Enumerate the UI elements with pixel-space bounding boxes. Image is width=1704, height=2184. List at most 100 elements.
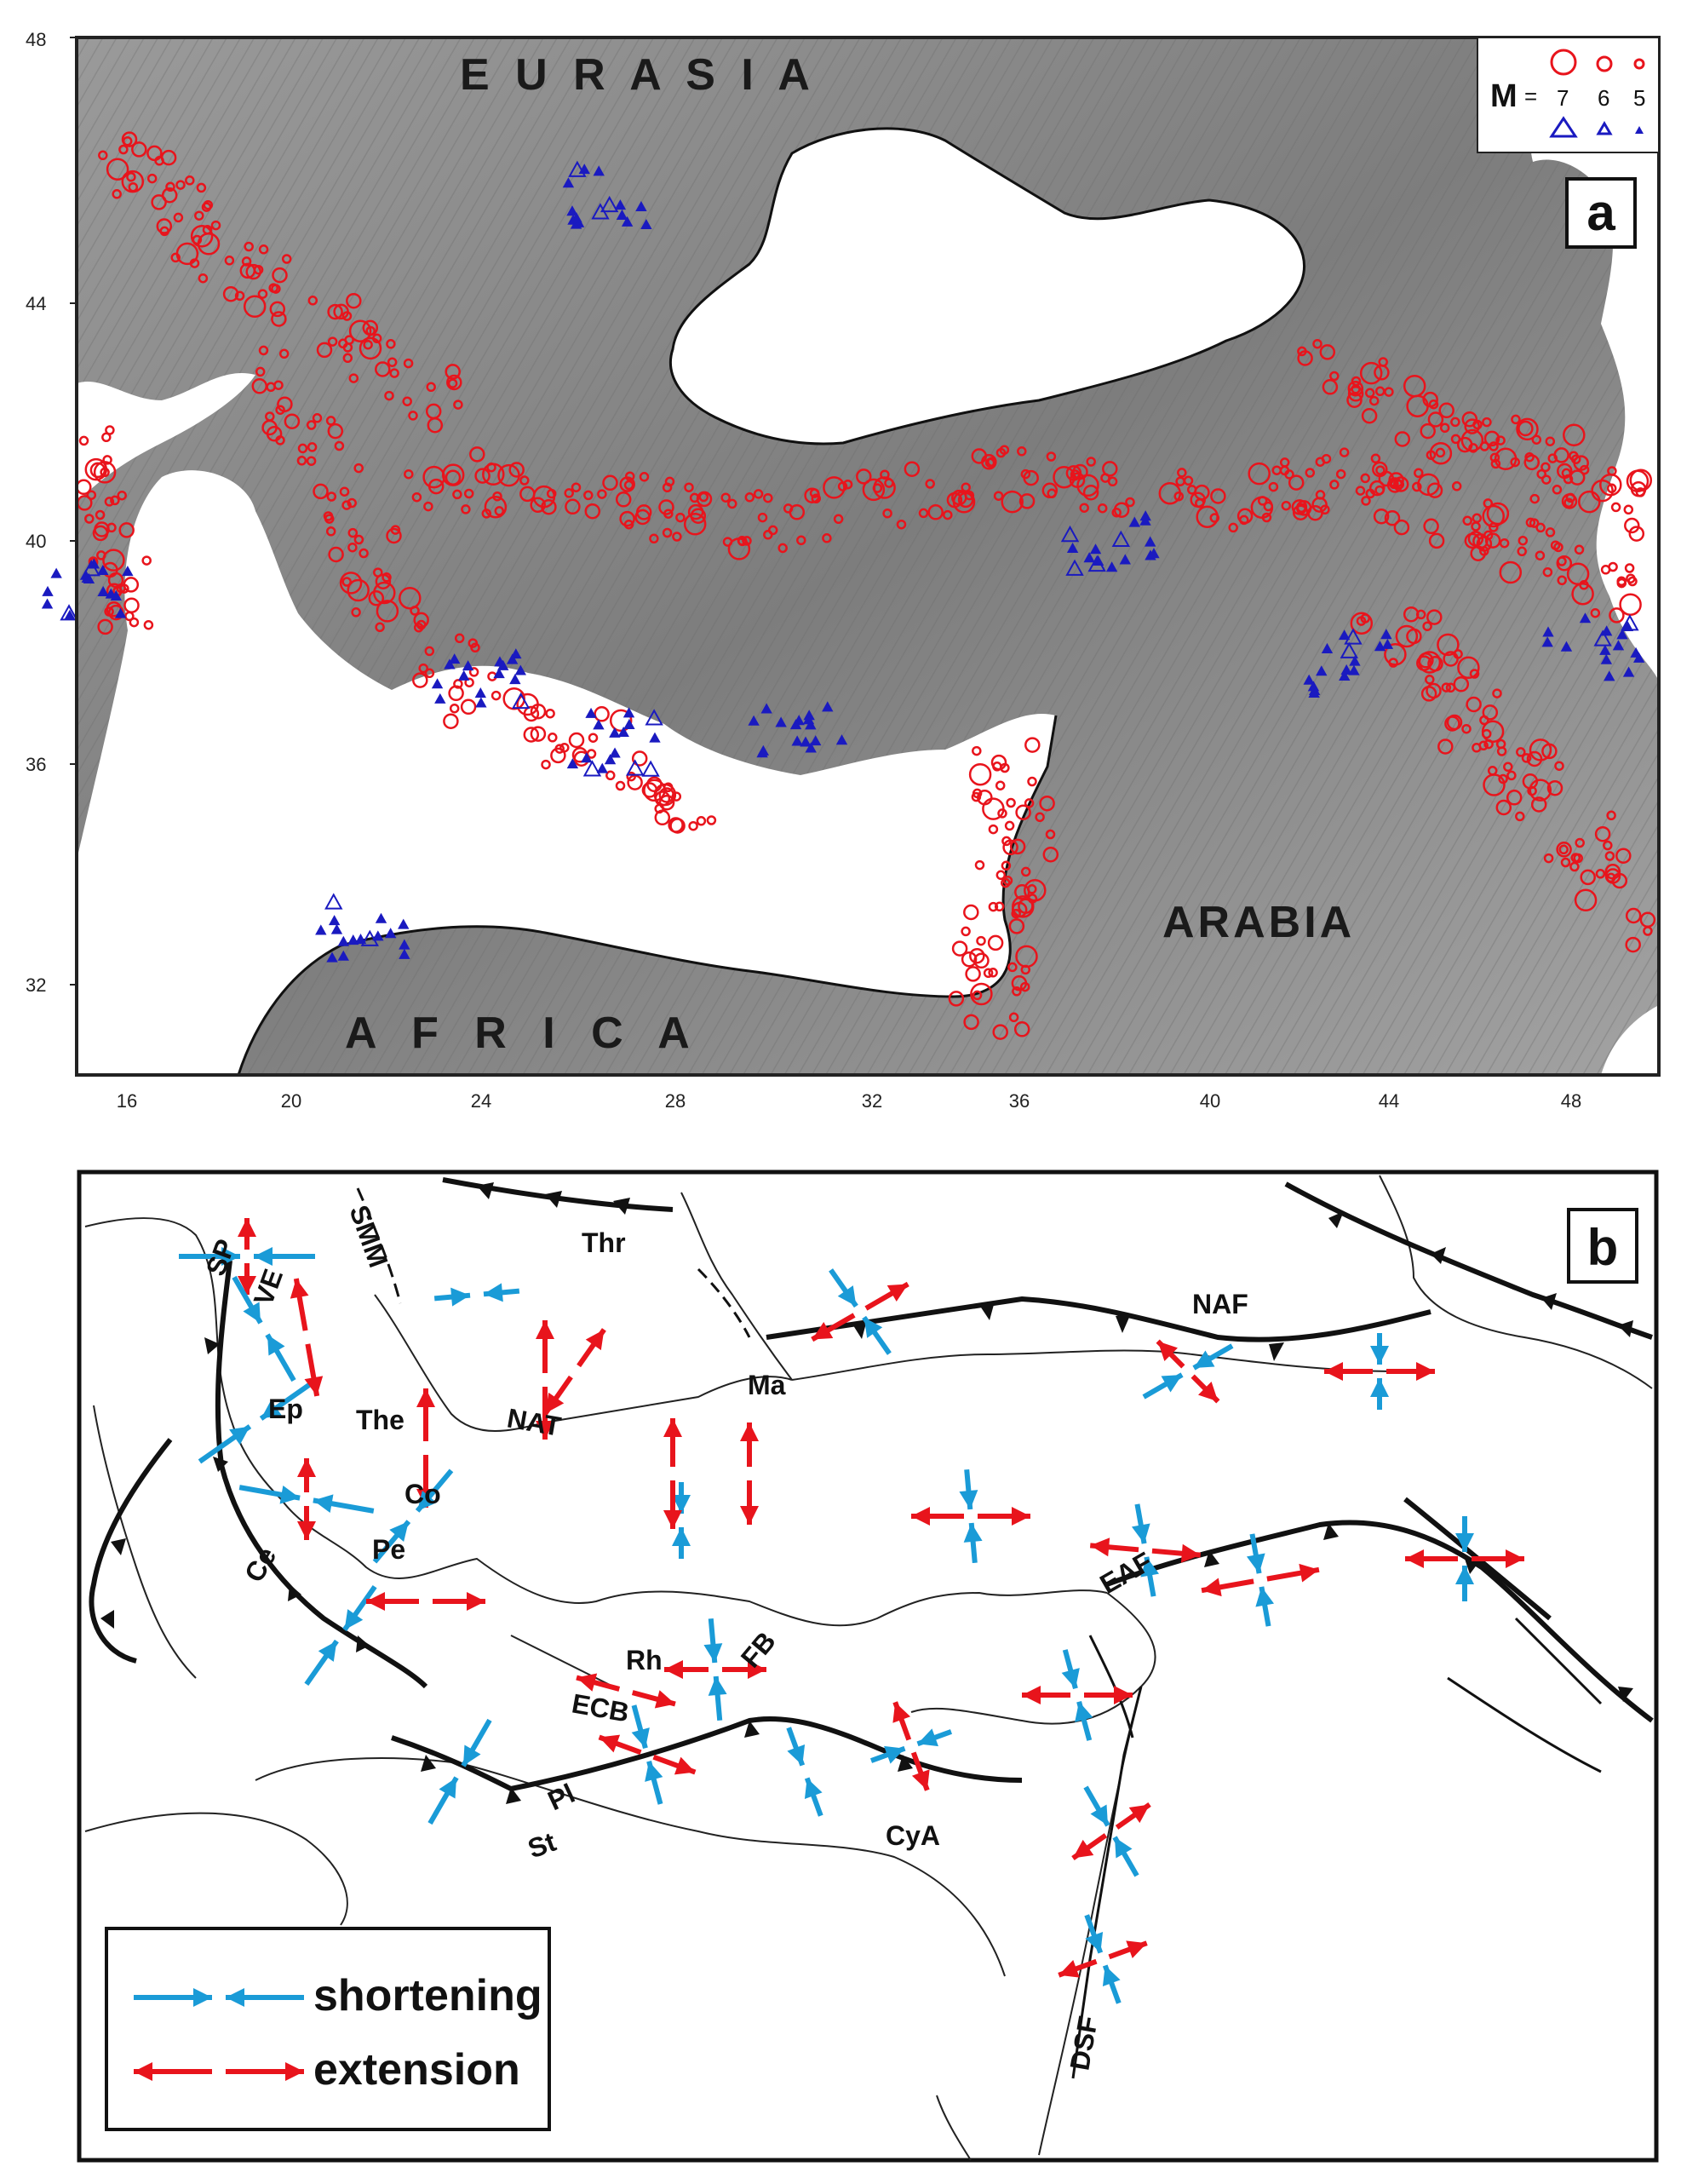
earthquake-circle xyxy=(1329,371,1340,382)
earthquake-triangle xyxy=(1612,640,1625,651)
earthquake-circle xyxy=(623,519,634,530)
extension-arrow-head xyxy=(1324,1362,1343,1381)
earthquake-circle xyxy=(1545,527,1556,537)
earthquake-circle xyxy=(93,461,117,484)
earthquake-circle xyxy=(327,303,343,320)
earthquake-triangle xyxy=(1338,629,1351,641)
extension-arrow-head xyxy=(467,1592,485,1611)
label-cya: CyA xyxy=(886,1820,940,1851)
earthquake-circle xyxy=(1510,457,1520,468)
earthquake-circle xyxy=(968,762,992,786)
shortening-arrow-head xyxy=(279,1485,301,1504)
earthquake-circle xyxy=(453,399,463,410)
earthquake-circle xyxy=(1012,986,1022,997)
earthquake-circle xyxy=(1517,546,1527,557)
earthquake-circle xyxy=(1590,607,1601,618)
earthquake-circle xyxy=(564,488,574,498)
earthquake-triangle xyxy=(114,607,127,618)
extension-arrow-head xyxy=(1072,1839,1094,1859)
earthquake-triangle xyxy=(122,566,134,577)
earthquake-circle xyxy=(1535,522,1546,533)
earthquake-circle xyxy=(811,493,822,504)
earthquake-circle xyxy=(165,181,175,193)
shortening-arrow-head xyxy=(463,1744,481,1767)
earthquake-circle xyxy=(994,901,1005,912)
earthquake-circle xyxy=(588,733,599,743)
earthquake-circle xyxy=(98,150,108,161)
earthquake-circle xyxy=(1521,753,1532,763)
earthquake-circle xyxy=(1065,465,1082,481)
earthquake-circle xyxy=(196,182,207,193)
shortening-arrow-head xyxy=(963,1522,983,1543)
earthquake-circle xyxy=(727,498,737,509)
earthquake-circle xyxy=(1472,513,1483,524)
earthquake-circle xyxy=(1284,469,1294,480)
earthquake-circle xyxy=(373,567,383,578)
earthquake-circle xyxy=(1639,911,1656,928)
extension-arrow-head xyxy=(1202,1578,1222,1597)
extension-arrow-head xyxy=(911,1507,930,1526)
extension-arrow-head xyxy=(304,1376,324,1396)
earthquake-circle xyxy=(117,490,127,501)
earthquake-circle xyxy=(619,510,635,527)
shortening-arrow-head xyxy=(837,1285,857,1307)
earthquake-circle xyxy=(112,189,122,199)
earthquake-circle xyxy=(977,789,993,806)
earthquake-circle xyxy=(1526,750,1543,767)
earthquake-circle xyxy=(1368,395,1380,406)
earthquake-circle xyxy=(1355,486,1366,496)
legend-mag-5: 5 xyxy=(1633,85,1645,111)
earthquake-circle xyxy=(1288,474,1305,491)
earthquake-circle xyxy=(1605,872,1616,883)
earthquake-circle xyxy=(1414,468,1424,479)
earthquake-circle xyxy=(1228,522,1238,533)
earthquake-triangle xyxy=(1316,665,1328,676)
earthquake-triangle xyxy=(609,747,621,758)
earthquake-circle xyxy=(1487,766,1498,776)
earthquake-circle xyxy=(389,368,399,378)
earthquake-circle xyxy=(1374,365,1390,381)
earthquake-circle xyxy=(342,342,353,353)
arrow-legend: shortening extension xyxy=(105,1927,551,2131)
label-rh: Rh xyxy=(626,1645,663,1675)
extension-arrow-head xyxy=(1114,1686,1133,1704)
earthquake-circle xyxy=(643,779,666,802)
earthquake-circle xyxy=(268,283,278,293)
earthquake-circle xyxy=(386,339,396,349)
earthquake-circle xyxy=(1530,796,1547,813)
earthquake-circle xyxy=(1603,840,1613,851)
earthquake-triangle xyxy=(375,912,387,923)
earthquake-circle xyxy=(594,706,610,722)
earthquake-triangle xyxy=(60,604,78,621)
earthquake-circle xyxy=(1481,720,1505,744)
earthquake-circle xyxy=(683,513,707,536)
earthquake-circle xyxy=(175,242,199,266)
earthquake-circle xyxy=(307,442,318,452)
earthquake-circle xyxy=(461,504,471,514)
earthquake-circle xyxy=(516,693,539,716)
earthquake-circle xyxy=(470,642,480,653)
earthquake-circle xyxy=(1460,428,1484,452)
earthquake-triangle xyxy=(337,935,350,946)
earthquake-triangle xyxy=(1560,641,1573,652)
earthquake-circle xyxy=(1427,411,1444,428)
earthquake-circle xyxy=(251,378,268,394)
earthquake-triangle xyxy=(805,742,817,753)
earthquake-circle xyxy=(84,514,95,524)
earthquake-circle xyxy=(129,617,140,628)
earthquake-circle xyxy=(1281,500,1292,511)
earthquake-circle xyxy=(1418,652,1434,669)
earthquake-circle xyxy=(347,497,357,509)
earthquake-triangle xyxy=(805,719,817,730)
extension-arrow-head xyxy=(1416,1362,1435,1381)
earthquake-circle xyxy=(753,489,764,499)
shortening-arrow-head xyxy=(804,1778,823,1799)
earthquake-circle xyxy=(110,495,120,506)
x-axis: 16 20 24 28 32 36 40 44 48 xyxy=(117,1090,1581,1112)
earthquake-circle xyxy=(1506,790,1523,806)
earthquake-circle xyxy=(1591,479,1614,503)
earthquake-circle xyxy=(386,527,402,544)
earthquake-circle xyxy=(571,482,582,492)
legend-triangle-m5 xyxy=(1635,126,1644,134)
legend-triangle-m7 xyxy=(1549,116,1578,138)
